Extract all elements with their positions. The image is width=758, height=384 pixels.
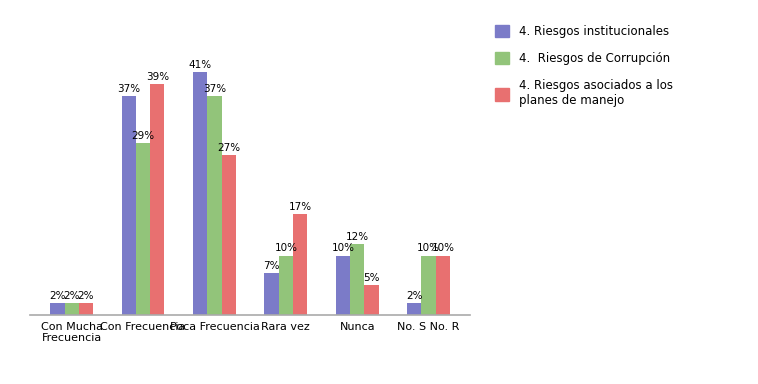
Bar — [279, 256, 293, 315]
Bar — [221, 155, 236, 315]
Text: 27%: 27% — [217, 143, 240, 153]
Text: 29%: 29% — [132, 131, 155, 141]
Text: 10%: 10% — [417, 243, 440, 253]
Bar — [79, 303, 93, 315]
Bar — [265, 273, 279, 315]
Text: 2%: 2% — [64, 291, 80, 301]
Bar — [50, 303, 64, 315]
Legend: 4. Riesgos institucionales, 4.  Riesgos de Corrupción, 4. Riesgos asociados a lo: 4. Riesgos institucionales, 4. Riesgos d… — [489, 19, 678, 113]
Text: 2%: 2% — [406, 291, 422, 301]
Bar — [336, 256, 350, 315]
Text: 2%: 2% — [78, 291, 94, 301]
Bar — [436, 256, 450, 315]
Text: 10%: 10% — [331, 243, 355, 253]
Bar — [208, 96, 221, 315]
Bar — [421, 256, 436, 315]
Bar — [365, 285, 378, 315]
Text: 7%: 7% — [263, 261, 280, 271]
Text: 10%: 10% — [274, 243, 297, 253]
Text: 37%: 37% — [203, 84, 226, 94]
Text: 41%: 41% — [189, 60, 211, 70]
Bar — [150, 84, 164, 315]
Text: 10%: 10% — [431, 243, 454, 253]
Bar — [64, 303, 79, 315]
Text: 39%: 39% — [146, 72, 169, 82]
Text: 17%: 17% — [289, 202, 312, 212]
Bar — [350, 244, 365, 315]
Bar — [122, 96, 136, 315]
Text: 5%: 5% — [363, 273, 380, 283]
Bar — [136, 143, 150, 315]
Bar — [407, 303, 421, 315]
Bar — [293, 214, 307, 315]
Bar — [193, 73, 208, 315]
Text: 37%: 37% — [117, 84, 140, 94]
Text: 12%: 12% — [346, 232, 368, 242]
Text: 2%: 2% — [49, 291, 66, 301]
